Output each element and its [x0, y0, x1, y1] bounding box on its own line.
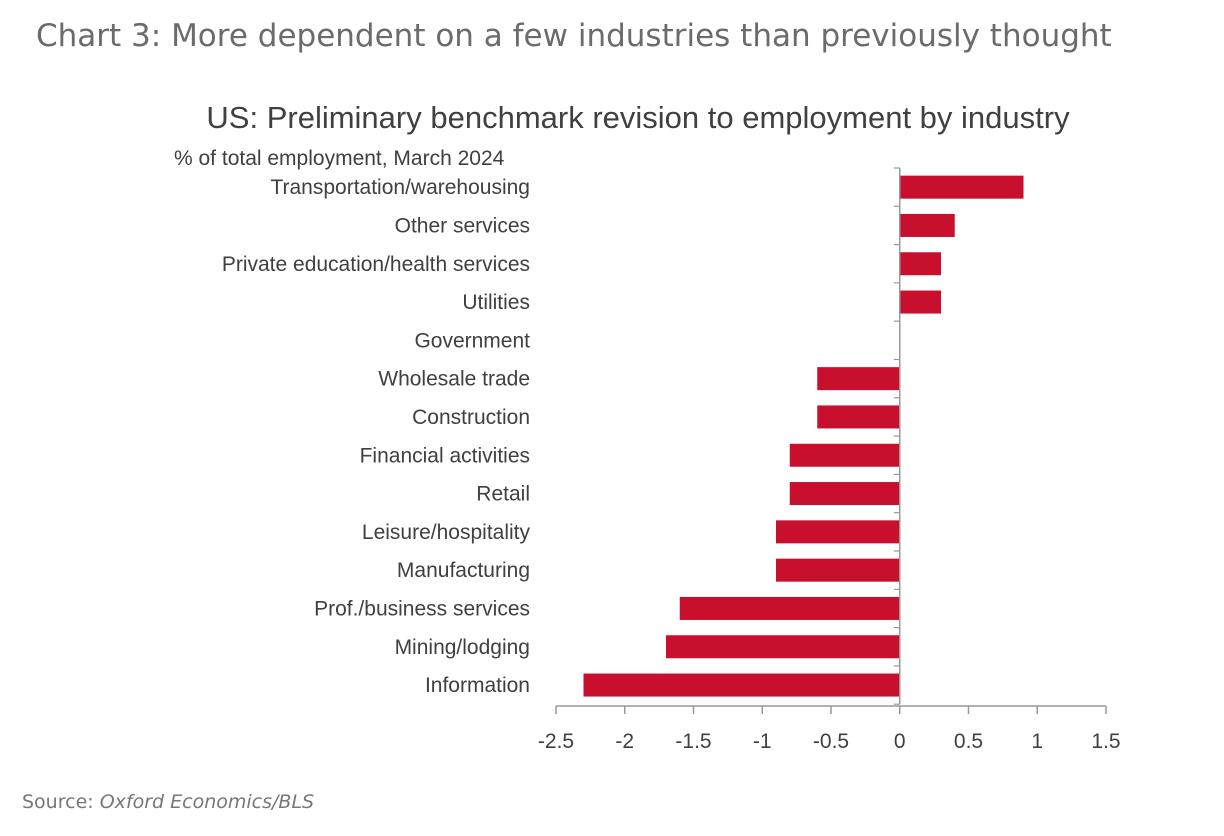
- category-label-information: Information: [425, 674, 530, 697]
- category-label-wholesale-trade: Wholesale trade: [378, 368, 530, 391]
- category-label-leisure-hospitality: Leisure/hospitality: [362, 521, 531, 544]
- x-tick-label: 0.5: [954, 730, 983, 753]
- category-label-transportation-warehousing: Transportation/warehousing: [270, 176, 530, 199]
- bar-mining-lodging: [666, 635, 900, 659]
- chart-subtitle: % of total employment, March 2024: [174, 147, 505, 170]
- category-labels: Transportation/warehousing Other services…: [222, 176, 531, 697]
- x-tick-label: -2.5: [538, 730, 574, 753]
- category-label-government: Government: [414, 329, 530, 352]
- category-label-other-services: Other services: [395, 214, 530, 237]
- category-label-construction: Construction: [412, 406, 530, 429]
- bar-retail: [789, 482, 900, 506]
- x-tick-label: -1: [753, 730, 772, 753]
- bar-private-education-health-services: [899, 252, 941, 276]
- bar-transportation-warehousing: [899, 175, 1024, 199]
- x-tick-label: -2: [615, 730, 634, 753]
- axes-layer: [555, 167, 1107, 714]
- bar-wholesale-trade: [817, 367, 900, 391]
- bar-information: [583, 673, 900, 697]
- x-tick-label: -1.5: [675, 730, 711, 753]
- bar-other-services: [899, 213, 955, 237]
- x-tick-label: 1.5: [1091, 730, 1120, 753]
- bar-prof-business-services: [679, 596, 900, 620]
- source-note: Source: Oxford Economics/BLS: [22, 791, 314, 813]
- category-label-utilities: Utilities: [462, 291, 530, 314]
- x-tick-label: 0: [894, 730, 906, 753]
- source-label: Source:: [22, 791, 100, 813]
- category-label-mining-lodging: Mining/lodging: [395, 636, 530, 659]
- bar-leisure-hospitality: [776, 520, 900, 544]
- category-label-retail: Retail: [476, 483, 530, 506]
- category-label-financial-activities: Financial activities: [360, 444, 530, 467]
- bar-construction: [817, 405, 900, 429]
- page-title: Chart 3: More dependent on a few industr…: [36, 18, 1112, 54]
- bar-utilities: [899, 290, 941, 314]
- bars-layer: [583, 175, 1024, 697]
- chart-title: US: Preliminary benchmark revision to em…: [206, 100, 1070, 135]
- category-label-manufacturing: Manufacturing: [397, 559, 530, 582]
- category-label-prof-business-services: Prof./business services: [314, 597, 530, 620]
- bar-manufacturing: [776, 558, 900, 582]
- category-label-private-education-health-services: Private education/health services: [222, 253, 530, 276]
- bar-financial-activities: [789, 443, 900, 467]
- source-value: Oxford Economics/BLS: [99, 791, 315, 813]
- x-tick-labels: -2.5 -2 -1.5 -1 -0.5 0 0.5 1 1.5: [538, 730, 1121, 753]
- x-tick-label: 1: [1031, 730, 1043, 753]
- x-tick-label: -0.5: [813, 730, 849, 753]
